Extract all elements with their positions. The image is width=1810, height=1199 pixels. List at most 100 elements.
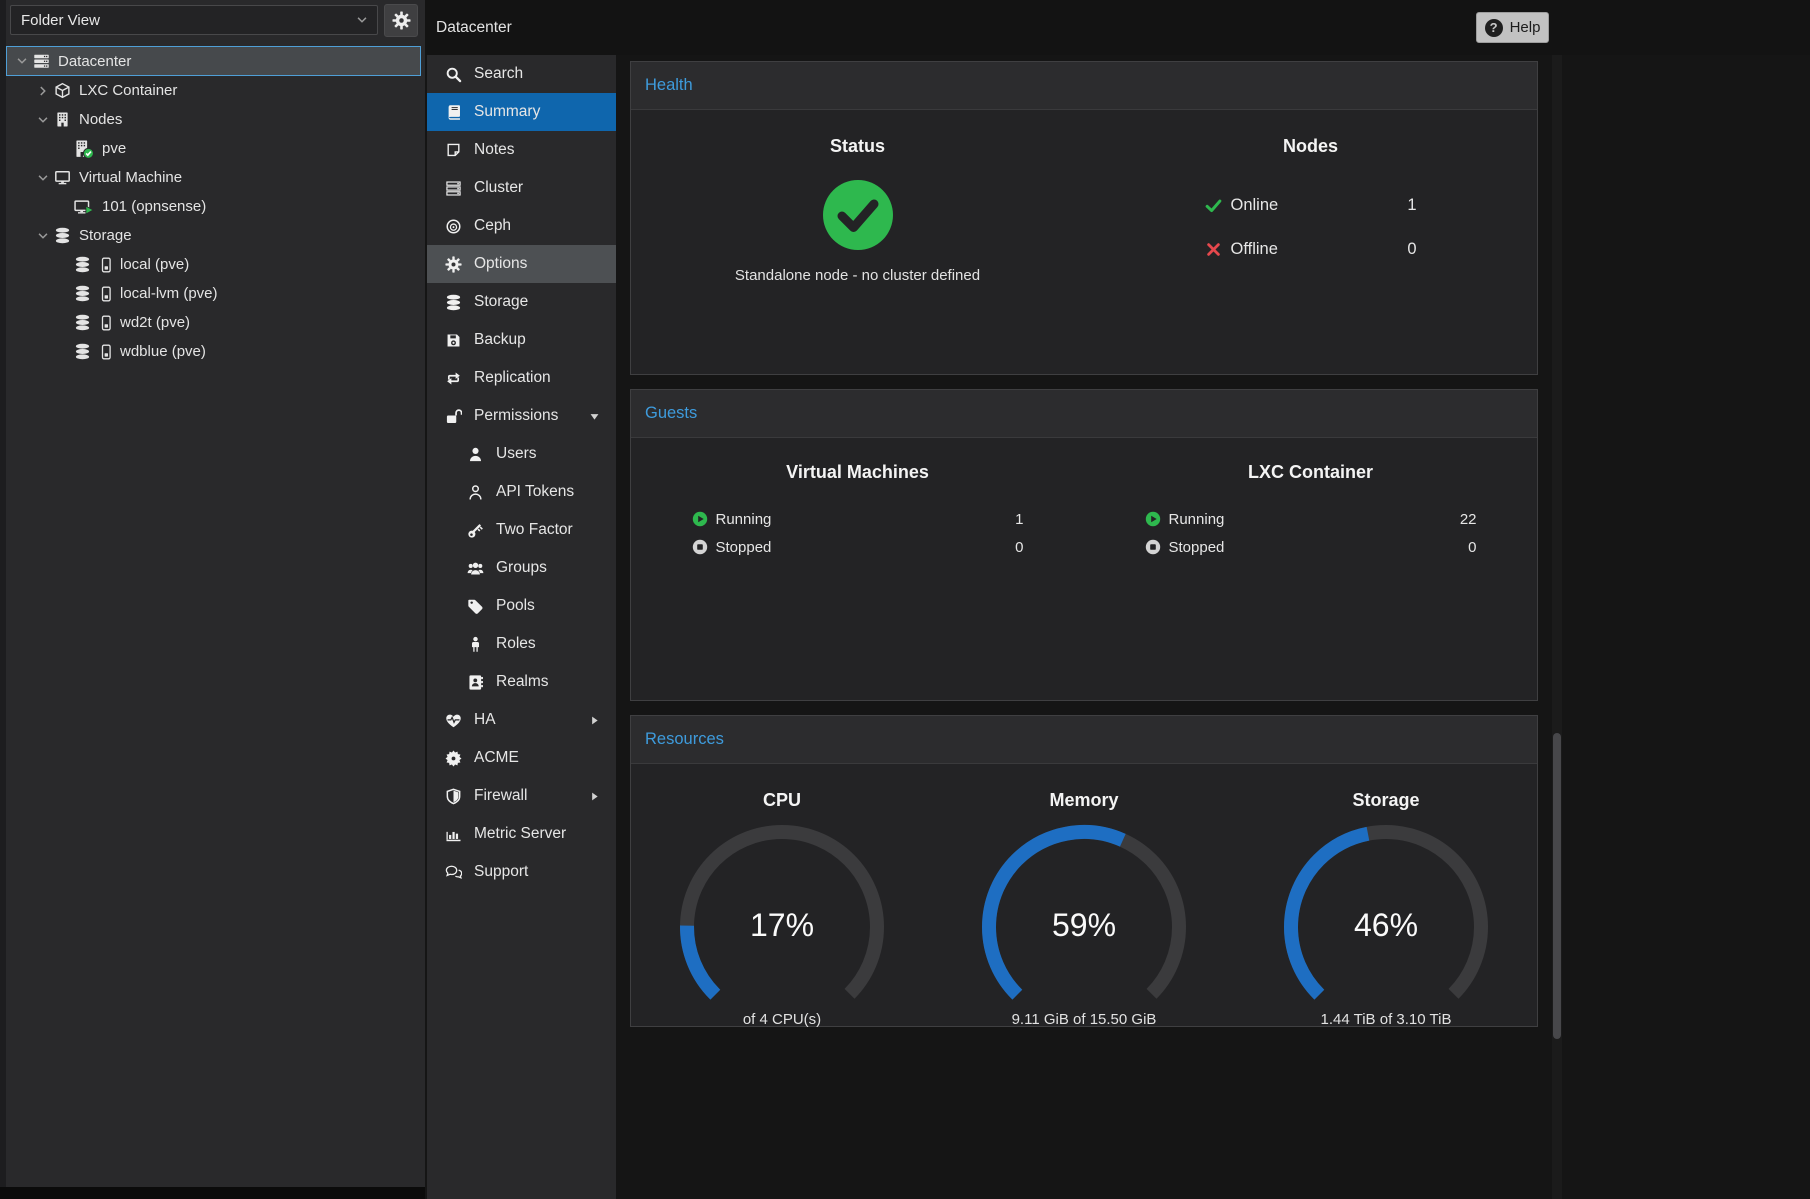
help-button-label: Help xyxy=(1510,19,1541,36)
chart-icon xyxy=(445,826,462,843)
tree-settings-button[interactable] xyxy=(384,4,418,37)
resources-panel-title: Resources xyxy=(645,730,724,749)
tree-item-nodes[interactable]: Nodes xyxy=(6,105,421,134)
gauge-arc: 17% xyxy=(652,823,912,1003)
main-content: Health Status Standalone node - no clust… xyxy=(616,55,1562,1199)
nav-item-acme[interactable]: ACME xyxy=(427,739,616,777)
tree-toolbar: Folder View xyxy=(6,0,425,40)
nav-item-label: Roles xyxy=(496,635,536,653)
tree-item-lxc-container[interactable]: LXC Container xyxy=(6,76,421,105)
nodes-status-column: Nodes Online1Offline0 xyxy=(1084,136,1537,374)
note-icon xyxy=(445,142,462,159)
nav-item-label: Permissions xyxy=(474,407,558,425)
gauge-arc: 46% xyxy=(1256,823,1516,1003)
node-status-row-offline: Offline0 xyxy=(1205,227,1417,271)
top-bar: Datacenter ? Help xyxy=(425,0,1810,55)
guest-row-running: Running1 xyxy=(692,505,1024,533)
gauge-arc: 59% xyxy=(954,823,1214,1003)
nav-item-replication[interactable]: Replication xyxy=(427,359,616,397)
nav-item-storage[interactable]: Storage xyxy=(427,283,616,321)
guest-row-value: 0 xyxy=(1015,539,1023,556)
tree-item-virtual-machine[interactable]: Virtual Machine xyxy=(6,163,421,192)
tree-item-wd2t-pve[interactable]: wd2t (pve) xyxy=(6,308,421,337)
nav-item-label: Replication xyxy=(474,369,551,387)
database-icon xyxy=(74,314,91,331)
drive-icon xyxy=(101,257,112,273)
nav-item-permissions[interactable]: Permissions xyxy=(427,397,616,435)
gauge-percent: 59% xyxy=(954,907,1214,944)
nav-item-two-factor[interactable]: Two Factor xyxy=(427,511,616,549)
nav-item-label: Ceph xyxy=(474,217,511,235)
users-icon xyxy=(467,560,484,577)
nav-item-search[interactable]: Search xyxy=(427,55,616,93)
chevron-down-icon xyxy=(36,171,50,185)
gear-icon xyxy=(445,256,462,273)
monitor-play-icon xyxy=(74,197,94,217)
tree-item-datacenter[interactable]: Datacenter xyxy=(6,46,421,76)
nav-item-label: Cluster xyxy=(474,179,523,197)
nav-item-label: Storage xyxy=(474,293,528,311)
guest-row-running: Running 22 xyxy=(1145,505,1477,533)
caret-down-icon xyxy=(589,411,600,422)
nav-item-realms[interactable]: Realms xyxy=(427,663,616,701)
nav-item-label: API Tokens xyxy=(496,483,574,501)
tree-item-wdblue-pve[interactable]: wdblue (pve) xyxy=(6,337,421,366)
guest-row-label: Stopped xyxy=(716,539,772,556)
health-panel-header: Health xyxy=(631,62,1537,110)
guest-row-value: 22 xyxy=(1460,511,1477,528)
ceph-icon xyxy=(445,218,462,235)
tree-item-local-pve[interactable]: local (pve) xyxy=(6,250,421,279)
guest-row-label: Running xyxy=(1169,511,1225,528)
nav-item-pools[interactable]: Pools xyxy=(427,587,616,625)
nav-item-metric-server[interactable]: Metric Server xyxy=(427,815,616,853)
guests-panel: Guests Virtual MachinesRunning1Stopped0L… xyxy=(630,389,1538,701)
replication-icon xyxy=(445,370,462,387)
floppy-icon xyxy=(445,332,462,349)
guest-row-value: 1 xyxy=(1015,511,1023,528)
gauge-title: CPU xyxy=(631,790,933,811)
nav-item-api-tokens[interactable]: API Tokens xyxy=(427,473,616,511)
view-mode-select[interactable]: Folder View xyxy=(10,5,378,35)
resource-tree: DatacenterLXC ContainerNodespveVirtual M… xyxy=(6,46,421,366)
nav-item-firewall[interactable]: Firewall xyxy=(427,777,616,815)
guest-row-label: Stopped xyxy=(1169,539,1225,556)
nav-item-label: Two Factor xyxy=(496,521,573,539)
gauge-sublabel: 9.11 GiB of 15.50 GiB xyxy=(933,1011,1235,1028)
nav-item-groups[interactable]: Groups xyxy=(427,549,616,587)
nav-item-label: Realms xyxy=(496,673,549,691)
nav-item-summary[interactable]: Summary xyxy=(427,93,616,131)
nav-item-label: ACME xyxy=(474,749,519,767)
nav-item-notes[interactable]: Notes xyxy=(427,131,616,169)
guest-row-value: 0 xyxy=(1468,539,1476,556)
nav-item-backup[interactable]: Backup xyxy=(427,321,616,359)
tree-item-label: wd2t (pve) xyxy=(120,314,190,331)
play-circle-icon xyxy=(692,511,708,527)
database-icon xyxy=(74,285,91,302)
nav-item-ha[interactable]: HA xyxy=(427,701,616,739)
help-button[interactable]: ? Help xyxy=(1476,12,1549,43)
chevron-down-icon xyxy=(15,54,29,68)
tree-item-local-lvm-pve[interactable]: local-lvm (pve) xyxy=(6,279,421,308)
nav-item-support[interactable]: Support xyxy=(427,853,616,891)
scrollbar-thumb[interactable] xyxy=(1553,733,1561,1039)
gauge-sublabel: of 4 CPU(s) xyxy=(631,1011,933,1028)
database-icon xyxy=(74,256,91,273)
server-icon xyxy=(33,53,50,70)
user-o-icon xyxy=(467,484,484,501)
tree-item-pve[interactable]: pve xyxy=(6,134,421,163)
node-status-value: 1 xyxy=(1407,196,1416,215)
nav-item-options[interactable]: Options xyxy=(427,245,616,283)
nav-item-ceph[interactable]: Ceph xyxy=(427,207,616,245)
nav-item-users[interactable]: Users xyxy=(427,435,616,473)
male-icon xyxy=(467,636,484,653)
resource-gauge-memory: Memory59%9.11 GiB of 15.50 GiB xyxy=(933,790,1235,1026)
tree-item-label: wdblue (pve) xyxy=(120,343,206,360)
nav-item-label: Options xyxy=(474,255,527,273)
seal-icon xyxy=(445,750,462,767)
nav-item-cluster[interactable]: Cluster xyxy=(427,169,616,207)
key-icon xyxy=(467,522,484,539)
node-status-label: Offline xyxy=(1231,240,1278,259)
nav-item-roles[interactable]: Roles xyxy=(427,625,616,663)
tree-item-storage[interactable]: Storage xyxy=(6,221,421,250)
tree-item-101-opnsense[interactable]: 101 (opnsense) xyxy=(6,192,421,221)
